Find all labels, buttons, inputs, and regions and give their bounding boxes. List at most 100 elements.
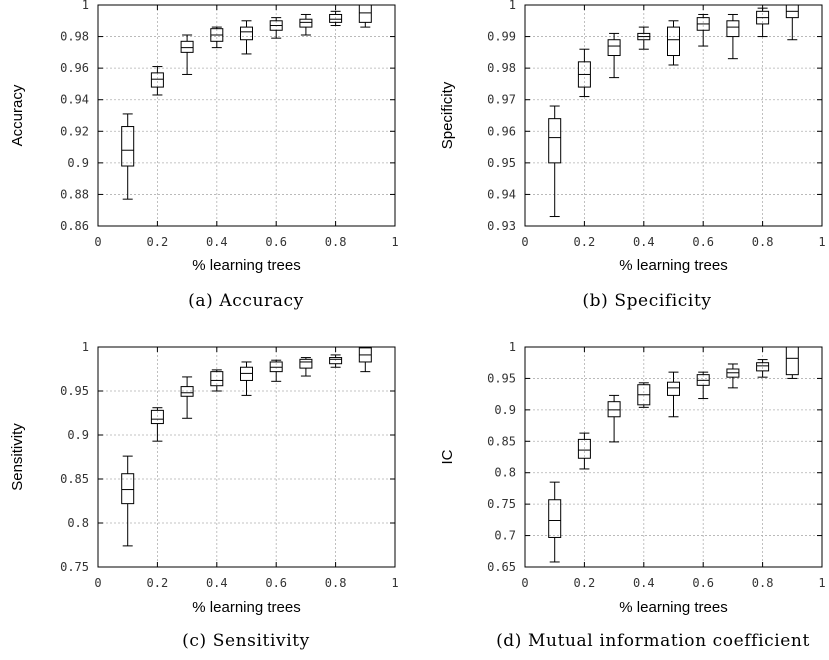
box-plot-mark [269, 359, 283, 382]
panel-d-xlabel: % learning trees [619, 599, 727, 616]
iqr-box [756, 362, 770, 372]
box-plot-mark [577, 432, 591, 470]
panel-b-xlabel: % learning trees [619, 257, 727, 274]
iqr-box [121, 473, 135, 505]
box-plot-mark [785, 4, 799, 41]
iqr-box [329, 13, 343, 23]
box-plot-mark [299, 13, 313, 36]
box-plot-mark [696, 371, 710, 400]
plot-frame [524, 346, 823, 568]
iqr-box [607, 401, 621, 418]
y-tick-label: 0.65 [487, 560, 516, 574]
iqr-box [299, 358, 313, 369]
panel-b-caption: (b) Specificity [582, 291, 711, 311]
x-tick-label: 0.6 [265, 235, 287, 249]
panel-a-ylabel: Accuracy [9, 84, 26, 146]
panel-accuracy: 0.86 0.88 0.9 0.92 0.94 0.96 0.98 1 0 0.2 0.4 0.6 0.… [9, 0, 399, 311]
panel-specificity: 0.93 0.94 0.95 0.96 0.97 0.98 0.99 1 0 0.2 0.4 0.6 0… [439, 0, 826, 311]
iqr-box [210, 371, 224, 387]
box-plot-mark [358, 346, 372, 373]
x-tick-label: 1 [818, 576, 825, 590]
box-plot-mark [358, 4, 372, 28]
y-tick-label: 0.95 [487, 371, 516, 385]
y-tick-label: 1 [82, 340, 89, 354]
iqr-box [180, 386, 194, 397]
iqr-box [667, 381, 680, 396]
plot-frame [97, 346, 396, 568]
box-plot-mark [726, 363, 740, 389]
iqr-box [548, 499, 562, 538]
box-plot-mark [607, 394, 621, 443]
iqr-box [785, 346, 799, 376]
box-plot-mark [329, 10, 343, 27]
y-tick-label: 0.8 [67, 516, 89, 530]
box-plot-mark [696, 13, 710, 47]
x-tick-label: 0.6 [265, 576, 287, 590]
x-tick-label: 0.4 [633, 576, 655, 590]
y-tick-label: 0.96 [60, 61, 89, 75]
y-tick-label: 0.92 [60, 124, 89, 138]
plot-area: 0.65 0.7 0.75 0.8 0.85 0.9 0.95 1 0 0.2 0.4 0.6 0.8 1 [487, 340, 826, 590]
iqr-box [329, 357, 343, 365]
panel-a-caption: (a) Accuracy [188, 291, 304, 311]
box-plot-mark [667, 371, 680, 418]
y-tick-label: 0.8 [494, 466, 516, 480]
box-plot-mark [180, 376, 194, 419]
plot-area: 0.93 0.94 0.95 0.96 0.97 0.98 0.99 1 0 0.2 0.4 0.6 0… [487, 0, 826, 249]
box-plot-mark [785, 346, 799, 379]
iqr-box [577, 438, 591, 459]
y-tick-label: 0.9 [67, 156, 89, 170]
box-plot-mark [150, 66, 164, 96]
y-tick-label: 0.98 [60, 30, 89, 44]
box-plot-mark [548, 105, 562, 218]
panel-c-ylabel: Sensitivity [9, 423, 26, 491]
box-plot-mark [637, 26, 651, 50]
iqr-box [299, 18, 313, 28]
x-tick-label: 0 [94, 235, 101, 249]
panel-c-caption: (c) Sensitivity [182, 631, 310, 651]
x-tick-label: 0.8 [325, 235, 347, 249]
iqr-box [180, 40, 194, 53]
plot-frame [524, 4, 823, 227]
panel-c-xlabel: % learning trees [192, 599, 300, 616]
x-tick-label: 0 [521, 235, 528, 249]
iqr-box [121, 126, 135, 167]
iqr-box [240, 26, 253, 41]
x-tick-label: 0.4 [633, 235, 655, 249]
x-tick-label: 0.6 [692, 235, 714, 249]
y-tick-label: 1 [509, 0, 516, 12]
y-tick-label: 0.9 [67, 428, 89, 442]
x-tick-label: 0 [521, 576, 528, 590]
box-plot-mark [726, 13, 740, 60]
iqr-box [548, 118, 562, 164]
y-tick-label: 0.7 [494, 529, 516, 543]
x-tick-label: 0.8 [752, 235, 774, 249]
box-plot-mark [180, 34, 194, 75]
plot-frame [97, 4, 396, 227]
panel-sensitivity: 0.75 0.8 0.85 0.9 0.95 1 0 0.2 0.4 0.6 0.8 1 Sensit… [9, 340, 399, 651]
iqr-box [726, 20, 740, 38]
y-tick-label: 0.98 [487, 61, 516, 75]
box-plot-mark [121, 455, 135, 547]
x-tick-label: 0.6 [692, 576, 714, 590]
y-tick-label: 0.95 [60, 384, 89, 398]
iqr-box [607, 39, 621, 57]
y-tick-label: 0.99 [487, 30, 516, 44]
y-tick-label: 1 [509, 340, 516, 354]
box-plot-mark [210, 26, 224, 49]
x-tick-label: 0.2 [147, 235, 169, 249]
box-plot-mark [150, 407, 164, 442]
iqr-box [150, 72, 164, 88]
box-plot-mark [756, 359, 770, 378]
y-tick-label: 0.94 [487, 187, 516, 201]
panel-b-ylabel: Specificity [439, 81, 456, 149]
y-tick-label: 0.88 [60, 187, 89, 201]
x-tick-label: 0.4 [206, 576, 228, 590]
panel-mutual-information: 0.65 0.7 0.75 0.8 0.85 0.9 0.95 1 0 0.2 0.4 0.6 0.8 1… [439, 340, 826, 651]
y-tick-label: 0.95 [487, 156, 516, 170]
y-tick-label: 0.86 [60, 219, 89, 233]
x-tick-label: 0.4 [206, 235, 228, 249]
panel-d-ylabel: IC [439, 449, 456, 464]
y-tick-label: 0.85 [487, 434, 516, 448]
